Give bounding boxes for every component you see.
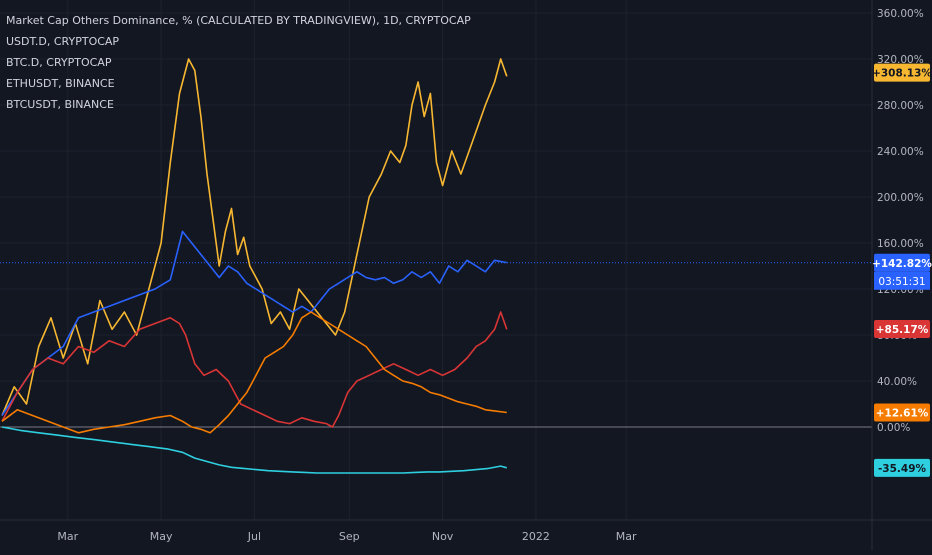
legend: Market Cap Others Dominance, % (CALCULAT… — [6, 10, 471, 115]
x-tick-label: May — [150, 530, 173, 543]
legend-item-others-dominance[interactable]: Market Cap Others Dominance, % (CALCULAT… — [6, 14, 471, 27]
legend-item-ethusdt[interactable]: ETHUSDT, BINANCE — [6, 77, 115, 90]
series-line-0 — [1, 58, 508, 416]
series-line-3 — [1, 311, 507, 434]
value-badge-label: -35.49% — [878, 463, 927, 475]
x-tick-label: Mar — [616, 530, 637, 543]
value-badge — [874, 320, 930, 339]
y-tick-label: 200.00% — [877, 192, 924, 204]
legend-item-btc-d[interactable]: BTC.D, CRYPTOCAP — [6, 56, 112, 69]
y-tick-label: 320.00% — [877, 54, 924, 66]
y-tick-label: 280.00% — [877, 100, 924, 112]
value-badge-label: +308.13% — [872, 68, 932, 80]
x-tick-label: 2022 — [522, 530, 550, 543]
x-tick-label: Sep — [339, 530, 360, 543]
y-tick-label: 240.00% — [877, 146, 924, 158]
y-tick-label: 160.00% — [877, 238, 924, 250]
y-tick-label: 0.00% — [877, 422, 910, 434]
x-tick-label: Jul — [247, 530, 261, 543]
y-tick-label: 40.00% — [877, 376, 917, 388]
legend-item-btcusdt[interactable]: BTCUSDT, BINANCE — [6, 98, 114, 111]
crosshair-time-badge — [874, 271, 930, 290]
value-badge — [874, 63, 930, 82]
crosshair-time-label: 03:51:31 — [878, 276, 925, 288]
series-line-4 — [1, 426, 508, 474]
series-line-1 — [1, 230, 507, 416]
value-badge — [874, 458, 930, 477]
value-badge-label: +12.61% — [876, 407, 929, 419]
value-badge — [874, 403, 930, 422]
legend-item-usdt-d[interactable]: USDT.D, CRYPTOCAP — [6, 35, 120, 48]
y-tick-label: 360.00% — [877, 8, 924, 20]
value-badge-label: +142.82% — [872, 258, 932, 270]
x-tick-label: Nov — [432, 530, 454, 543]
x-tick-label: Mar — [57, 530, 78, 543]
value-badge-label: +85.17% — [876, 324, 929, 336]
value-badge — [874, 253, 930, 272]
series-line-2 — [1, 311, 508, 428]
